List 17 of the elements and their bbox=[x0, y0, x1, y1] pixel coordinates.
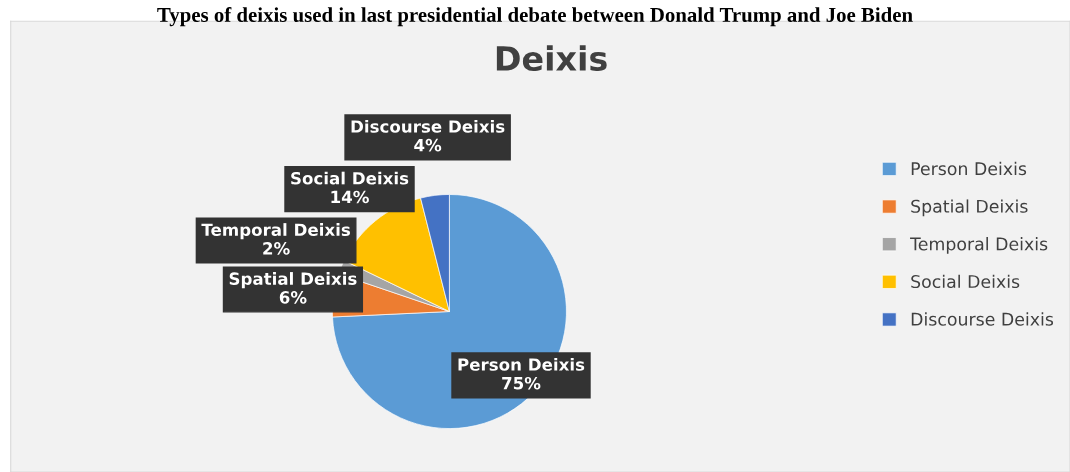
data-label: 14% bbox=[331, 190, 369, 204]
slice-label: Discourse Deixis bbox=[351, 119, 505, 133]
data-label: 4% bbox=[414, 138, 442, 152]
legend-label: Social Deixis bbox=[911, 274, 1020, 289]
legend-label: Person Deixis bbox=[911, 161, 1027, 176]
slice-label: Social Deixis bbox=[291, 171, 409, 185]
legend-label: Spatial Deixis bbox=[911, 199, 1028, 217]
data-label: 75% bbox=[502, 376, 541, 390]
chart-title: Types of deixis used in last presidential debate between Donald Trump and Joe Biden bbox=[157, 7, 913, 27]
chart-subtitle: Deixis bbox=[496, 45, 607, 72]
slice-label: Person Deixis bbox=[458, 357, 585, 371]
legend-label: Discourse Deixis bbox=[911, 312, 1054, 326]
legend-label: Temporal Deixis bbox=[910, 237, 1048, 254]
data-label: 6% bbox=[279, 291, 307, 304]
slice-label: Spatial Deixis bbox=[229, 272, 357, 289]
slice-label: Temporal Deixis bbox=[201, 223, 351, 240]
data-label: 2% bbox=[263, 242, 290, 255]
